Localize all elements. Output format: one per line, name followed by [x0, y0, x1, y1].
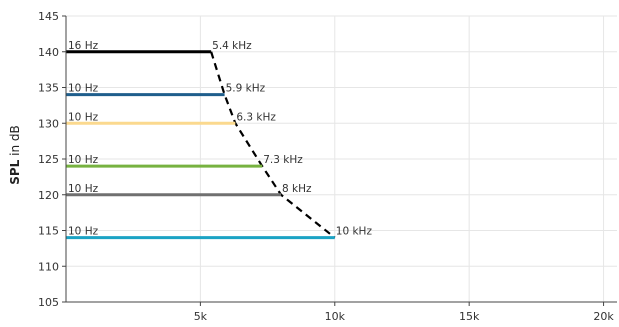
y-tick-label: 130 — [38, 117, 59, 130]
axes: 105 110 115 120 125 130 135 140 145 5k 10k 15k 20k — [38, 10, 617, 323]
range-high-label: 8 kHz — [282, 183, 312, 195]
range-low-label: 10 Hz — [68, 83, 99, 95]
data-labels: 16 Hz 5.4 kHz 10 Hz 5.9 kHz 10 Hz 6.3 kHz 10 H… — [68, 40, 372, 238]
limit-curve — [210, 51, 336, 239]
range-low-label: 10 Hz — [68, 226, 99, 238]
series-lines — [66, 50, 336, 240]
x-tick-label: 15k — [459, 310, 480, 323]
y-axis-title-rest: in dB — [8, 125, 22, 159]
y-tick-label: 125 — [38, 153, 59, 166]
range-high-label: 10 kHz — [336, 226, 373, 238]
y-tick-label: 120 — [38, 189, 59, 202]
y-tick-label: 115 — [38, 225, 59, 238]
y-tick-label: 105 — [38, 296, 59, 309]
y-tick-label: 145 — [38, 10, 59, 23]
y-tick-label: 140 — [38, 46, 59, 59]
range-low-label: 10 Hz — [68, 111, 99, 123]
range-low-label: 10 Hz — [68, 154, 99, 166]
grid-lines — [66, 15, 617, 302]
range-high-label: 7.3 kHz — [263, 154, 303, 166]
range-low-label: 10 Hz — [68, 183, 99, 195]
range-high-label: 5.9 kHz — [226, 83, 266, 95]
x-tick-label: 5k — [194, 310, 208, 323]
y-axis-title: SPL in dB — [8, 125, 22, 185]
x-tick-label: 20k — [593, 310, 614, 323]
x-tick-label: 10k — [325, 310, 346, 323]
y-tick-label: 110 — [38, 260, 59, 273]
range-high-label: 5.4 kHz — [212, 40, 252, 52]
range-high-label: 6.3 kHz — [236, 111, 276, 123]
y-tick-label: 135 — [38, 82, 59, 95]
range-low-label: 16 Hz — [68, 40, 99, 52]
y-axis-title-bold: SPL — [8, 159, 22, 184]
